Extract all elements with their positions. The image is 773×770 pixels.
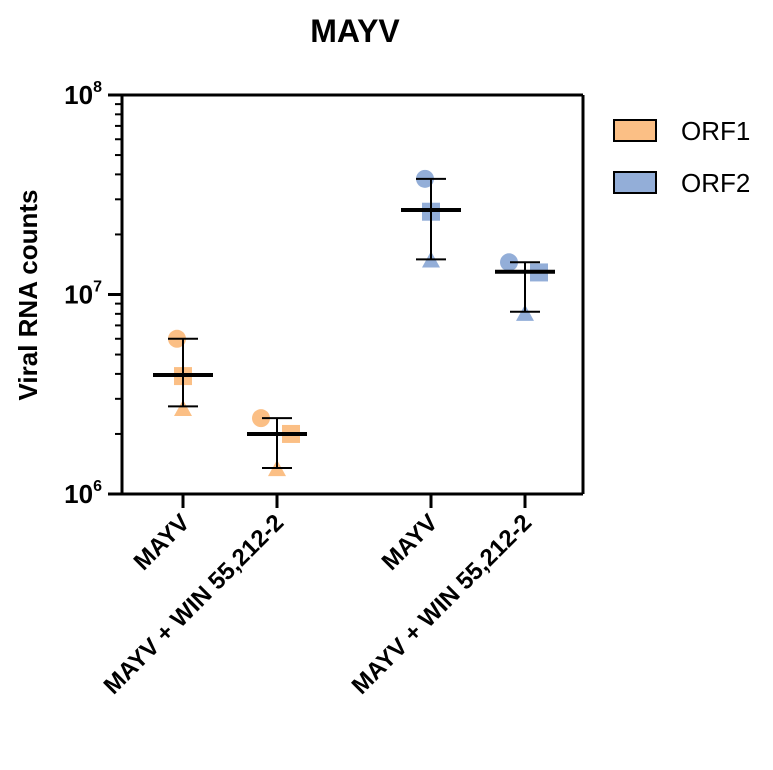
data-point bbox=[252, 409, 270, 428]
data-point bbox=[174, 399, 192, 417]
y-tick-label: 106 bbox=[64, 478, 102, 509]
legend-swatch bbox=[613, 171, 657, 194]
legend-label: ORF2 bbox=[681, 168, 750, 198]
legend-swatch bbox=[613, 119, 657, 142]
x-tick-label: MAYV + WIN 55,212-2 bbox=[347, 509, 538, 700]
x-tick-label: MAYV bbox=[129, 509, 196, 576]
chart-title: MAYV bbox=[310, 13, 400, 49]
y-tick-label: 108 bbox=[64, 79, 102, 110]
y-tick-label: 107 bbox=[64, 279, 102, 310]
legend-label: ORF1 bbox=[681, 116, 750, 146]
data-point bbox=[500, 253, 518, 272]
x-tick-label: MAYV + WIN 55,212-2 bbox=[99, 509, 290, 700]
y-axis-label: Viral RNA counts bbox=[13, 190, 43, 401]
legend: ORF1 ORF2 bbox=[613, 116, 750, 198]
data-point bbox=[516, 304, 534, 321]
x-tick-label: MAYV bbox=[377, 509, 444, 576]
